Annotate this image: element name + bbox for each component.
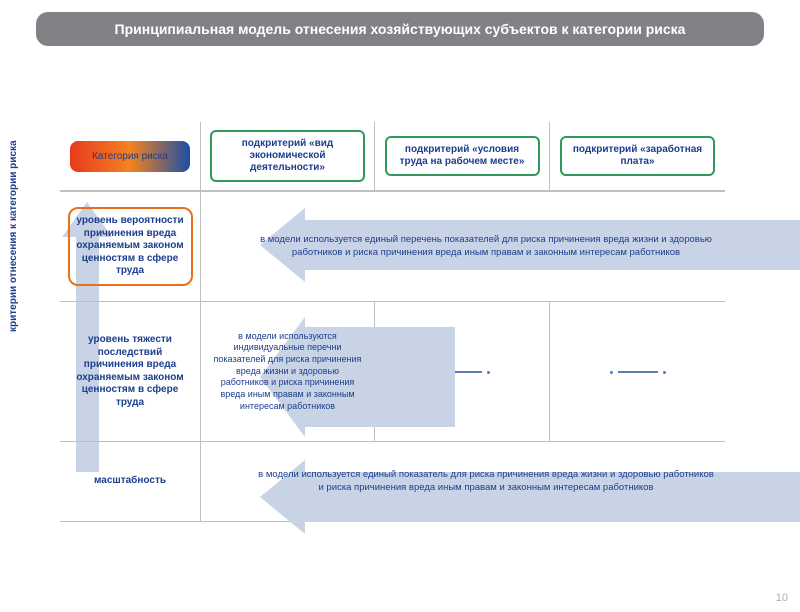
header-row: Категория риска подкритерий «вид экономи… [60,122,780,192]
criterion-label: уровень вероятности причинения вреда охр… [68,207,193,286]
criterion-label: уровень тяжести последствий причинения в… [68,334,193,409]
criterion-description: в модели используются индивидуальные пер… [205,331,370,413]
subcriterion-box: подкритерий «заработная плата» [560,136,715,176]
criterion-label: масштабность [68,475,193,488]
criterion-description: в модели используется единый перечень по… [251,234,721,259]
page-title: Принципиальная модель отнесения хозяйств… [36,12,764,46]
model-grid: Категория риска подкритерий «вид экономи… [60,122,780,522]
dash-icon [618,371,658,373]
subcriterion-box: подкритерий «условия труда на рабочем ме… [385,136,540,176]
criterion-description: в модели используется единый показатель … [251,469,721,494]
page-number: 10 [776,592,788,604]
criterion-row: уровень вероятности причинения вреда охр… [60,192,780,302]
y-axis-label: критерии отнесения к категории риска [8,140,19,332]
category-box: Категория риска [70,141,190,172]
subcriterion-box: подкритерий «вид экономической деятельно… [210,130,365,182]
